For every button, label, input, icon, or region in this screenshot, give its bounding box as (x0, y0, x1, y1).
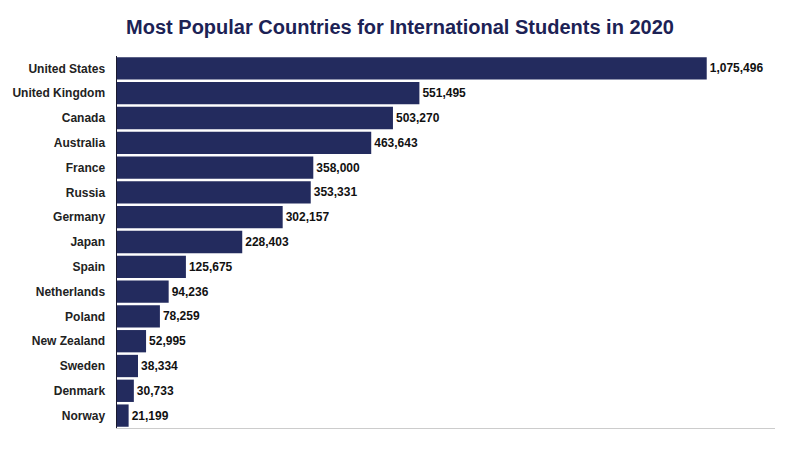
svg-text:353,331: 353,331 (314, 185, 358, 199)
svg-text:Denmark: Denmark (54, 384, 106, 398)
svg-text:Sweden: Sweden (60, 359, 105, 373)
svg-text:358,000: 358,000 (316, 161, 360, 175)
svg-text:551,495: 551,495 (422, 86, 466, 100)
svg-text:30,733: 30,733 (137, 384, 174, 398)
svg-text:New Zealand: New Zealand (32, 334, 105, 348)
svg-text:38,334: 38,334 (141, 359, 178, 373)
svg-text:Spain: Spain (72, 260, 105, 274)
svg-text:503,270: 503,270 (396, 111, 440, 125)
svg-text:Norway: Norway (62, 409, 106, 423)
svg-text:125,675: 125,675 (189, 260, 233, 274)
svg-text:Most Popular Countries for Int: Most Popular Countries for International… (126, 16, 674, 38)
svg-text:United Kingdom: United Kingdom (12, 86, 105, 100)
svg-text:Germany: Germany (53, 210, 105, 224)
svg-text:228,403: 228,403 (245, 235, 289, 249)
svg-text:Canada: Canada (62, 111, 106, 125)
svg-text:Russia: Russia (66, 186, 106, 200)
svg-text:Australia: Australia (54, 136, 106, 150)
svg-text:21,199: 21,199 (132, 409, 169, 423)
svg-text:Poland: Poland (65, 310, 105, 324)
svg-text:94,236: 94,236 (172, 285, 209, 299)
svg-text:Japan: Japan (70, 235, 105, 249)
svg-text:52,995: 52,995 (149, 334, 186, 348)
svg-text:France: France (66, 161, 106, 175)
svg-text:463,643: 463,643 (374, 136, 418, 150)
svg-text:Netherlands: Netherlands (36, 285, 106, 299)
svg-text:78,259: 78,259 (163, 309, 200, 323)
svg-text:1,075,496: 1,075,496 (710, 61, 764, 75)
svg-text:United States: United States (28, 62, 105, 76)
svg-text:302,157: 302,157 (286, 210, 330, 224)
